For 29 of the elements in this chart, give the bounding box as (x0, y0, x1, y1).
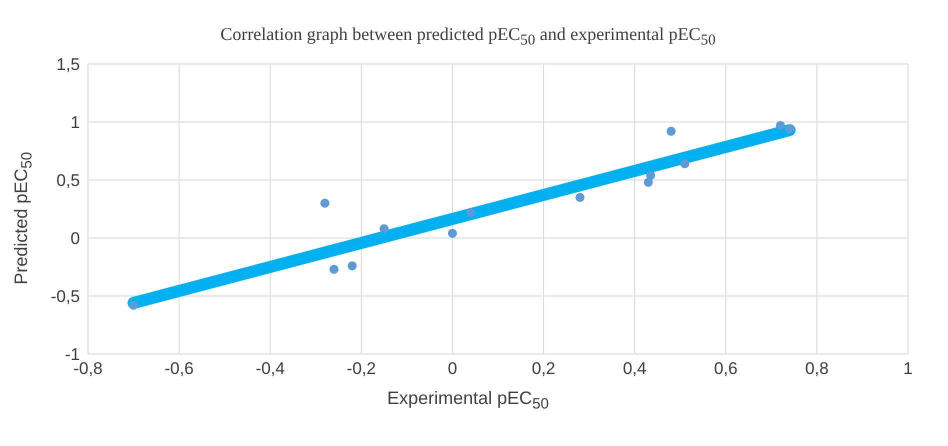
y-tick-label: 1,5 (56, 54, 80, 74)
x-tick-label: 0,8 (805, 358, 829, 378)
y-tick-label: 0 (70, 228, 80, 248)
x-tick-label: -0,6 (164, 358, 194, 378)
x-tick-label: 0,6 (714, 358, 738, 378)
point (680, 158, 690, 168)
point (666, 126, 676, 136)
point (646, 170, 656, 180)
x-axis-title: Experimental pEC$_{50}$ (386, 386, 550, 412)
x-tick-label: 0,2 (532, 358, 556, 378)
chart-title: Correlation graph between predicted pEC$_{50}$ and experimental pEC$_{50}$ (219, 23, 717, 51)
y-tick-label: 1 (70, 112, 80, 132)
point (575, 192, 585, 202)
y-tick-label: 0,5 (56, 170, 80, 190)
point (466, 208, 476, 217)
x-tick-label: 0 (448, 358, 458, 378)
x-tick-label: 0,4 (622, 358, 646, 378)
x-tick-label: -0,4 (256, 358, 285, 378)
y-tick-label: -0,5 (50, 286, 80, 306)
point (448, 228, 457, 238)
point (320, 198, 330, 208)
point (380, 224, 389, 233)
point (329, 264, 339, 274)
x-tick-label: 1 (903, 358, 913, 378)
point (785, 124, 794, 134)
point (776, 120, 785, 130)
point (348, 260, 357, 270)
x-tick-label: -0,2 (346, 358, 376, 378)
point (129, 300, 138, 310)
